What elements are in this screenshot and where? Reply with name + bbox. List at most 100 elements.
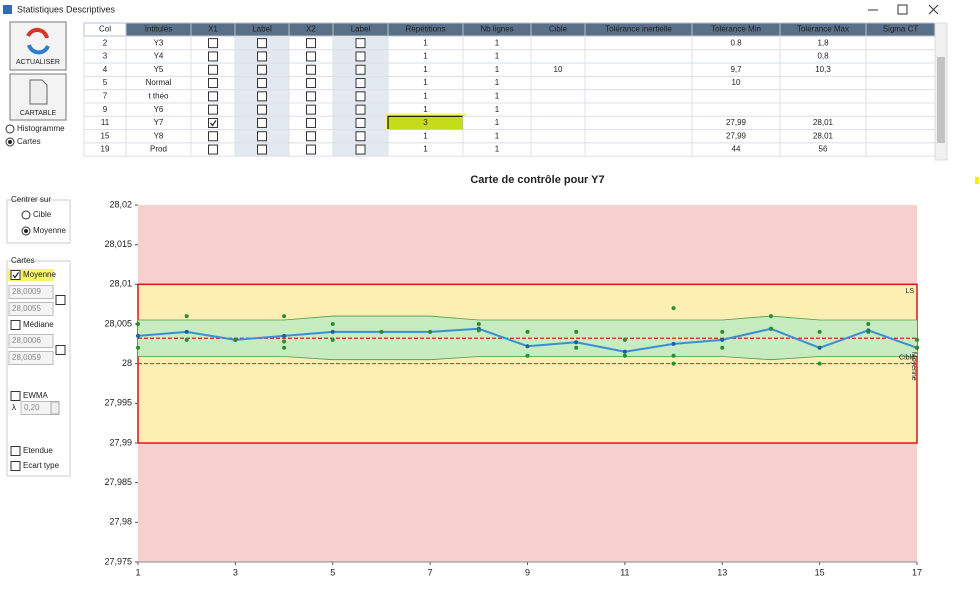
table-checkbox[interactable] [208,91,218,102]
table-checkbox[interactable] [306,78,316,89]
table-checkbox[interactable] [306,117,316,128]
scrollbar-thumb[interactable] [937,57,945,143]
spinner[interactable] [50,401,60,415]
maximize-button[interactable] [897,4,908,15]
table-checkbox[interactable] [306,51,316,62]
cell-text: 27,99 [726,118,747,127]
cell-text: 0.8 [730,38,742,47]
table-cell [584,49,693,64]
table-checkbox[interactable] [355,78,366,89]
table-checkbox[interactable] [355,64,366,75]
column-header-label: Label [252,25,272,34]
highlight-mark [975,177,979,184]
text-box[interactable] [8,302,54,316]
mean-point [282,333,287,338]
cell-text: Y6 [154,105,164,114]
observation-point [379,329,384,334]
table-cell [691,102,781,117]
column-header-label: X1 [208,25,218,34]
cell-text: 1 [495,145,500,154]
cell-text: Normal [146,78,172,87]
table-checkbox[interactable] [208,51,218,62]
cell-text: 19 [101,145,110,154]
table-checkbox[interactable] [208,104,218,115]
table-checkbox[interactable] [257,64,267,75]
table-checkbox[interactable] [257,144,267,155]
table-checkbox[interactable] [306,91,316,102]
cell-text: 1 [495,65,500,74]
card-checkbox[interactable] [55,295,66,305]
table-checkbox[interactable] [257,117,267,128]
observation-point [330,322,335,326]
view-radio[interactable] [5,124,15,134]
cell-text: 1 [423,65,428,74]
table-checkbox[interactable] [208,131,218,142]
table-checkbox[interactable] [355,131,366,142]
table-checkbox[interactable] [306,38,316,49]
table-checkbox[interactable] [355,91,366,102]
card-checkbox[interactable] [10,391,21,401]
table-checkbox[interactable] [355,117,366,128]
y-tick-label: 28,02 [109,199,132,209]
cell-text: Y8 [154,131,164,140]
table-checkbox[interactable] [257,91,267,102]
cell-text: 1 [423,38,428,47]
table-checkbox[interactable] [355,104,366,115]
table-cell [779,75,867,91]
cell-text: 11 [101,118,110,127]
y-tick-label: 27,995 [104,398,132,408]
doc-icon [29,79,48,105]
table-checkbox[interactable] [208,78,218,89]
cell-text: 10,3 [815,65,831,74]
cell-text: Prod [150,145,167,154]
cell-text: Y4 [154,52,164,61]
card-checkbox[interactable] [10,461,21,471]
table-cell [584,102,693,117]
table-checkbox[interactable] [306,131,316,142]
observation-point [622,353,627,358]
close-button[interactable] [928,4,939,15]
cell-text: 1 [495,52,500,61]
table-checkbox[interactable] [208,64,218,75]
table-cell [865,102,936,117]
observation-point [525,353,530,358]
card-checkbox[interactable] [10,446,21,456]
mean-point [817,345,822,350]
checkbox-label: EWMA [23,391,49,400]
card-checkbox[interactable] [10,320,21,330]
table-checkbox[interactable] [257,51,267,62]
table-checkbox[interactable] [306,104,316,115]
table-checkbox[interactable] [257,131,267,142]
table-checkbox[interactable] [257,78,267,89]
cell-text: 5 [103,78,108,87]
table-checkbox[interactable] [306,144,316,155]
refresh-icon-a [26,27,49,39]
table-checkbox[interactable] [257,38,267,49]
radio-label: Cible [33,210,52,219]
text-box[interactable] [8,351,54,365]
cell-text: 1 [423,78,428,87]
cell-text: 56 [819,145,828,154]
text-box[interactable] [8,285,54,299]
center-radio[interactable] [21,210,31,220]
observation-point [282,345,287,350]
x-tick-label: 13 [717,567,727,577]
cell-text: 9,7 [730,65,742,74]
observation-point [184,314,189,319]
cell-text: 27,99 [726,131,747,140]
card-checkbox[interactable] [10,270,21,280]
column-header-label: Tolérance Max [797,25,849,34]
table-checkbox[interactable] [306,64,316,75]
table-checkbox[interactable] [208,117,218,128]
card-checkbox[interactable] [55,345,66,355]
table-checkbox[interactable] [208,38,218,49]
text-box[interactable] [8,334,54,348]
table-checkbox[interactable] [355,51,366,62]
table-cell [584,62,693,77]
table-checkbox[interactable] [355,144,366,155]
table-checkbox[interactable] [355,38,366,49]
table-checkbox[interactable] [257,104,267,115]
column-header-label: Col [99,25,111,34]
table-checkbox[interactable] [208,144,218,155]
table-cell [779,89,867,104]
